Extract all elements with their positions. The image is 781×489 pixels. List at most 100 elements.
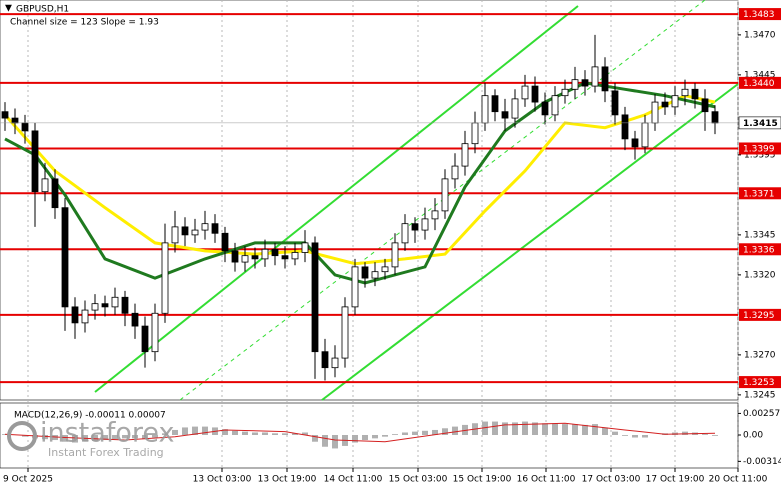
y-tick-label: 1.3345 [744,230,776,240]
chart-header: ▼ GBPUSD,H1 Channel size = 123 Slope = 1… [5,4,166,421]
x-tick-label: 9 Oct 2025 [3,475,53,485]
candle-body [1,111,9,119]
x-tick-label: 17 Oct 19:00 [646,475,705,485]
candle-body [461,143,469,167]
macd-bar [102,434,108,441]
macd-bar [152,434,158,438]
y-tick-label: 1.3395 [744,150,776,160]
candle-body [121,296,129,314]
candle-body [441,178,449,212]
candle-body [71,306,79,324]
x-tick-label: 13 Oct 19:00 [258,475,317,485]
macd-bar [92,434,98,441]
candle-body [681,88,689,97]
macd-bar [232,430,238,435]
macd-bar [122,434,128,439]
candle-body [611,90,619,116]
macd-bar [132,434,138,439]
candle-body [621,114,629,140]
macd-bar [302,432,308,435]
macd-bar [552,423,558,435]
macd-bar [282,433,288,435]
current-price-box [738,116,781,130]
level-label: 1.3440 [743,79,775,89]
candle-body [11,117,19,124]
candle-body [81,309,89,324]
candle-body [241,255,249,263]
candle-body [41,178,49,193]
x-tick-label: 20 Oct 11:00 [709,475,768,485]
candle-body [231,250,239,263]
candle-body [541,101,549,116]
y-tick-label: 0.00257 [743,409,780,419]
candle-body [341,306,349,359]
candle-body [481,95,489,124]
candle-body [211,223,219,234]
macd-bar [572,424,578,435]
level-box [739,142,781,155]
logo-icon [7,421,37,451]
candle-body [631,138,639,148]
macd-title: MACD(12,26,9) -0.00011 0.00007 [14,411,166,421]
candle-body [651,101,659,124]
candle-body [671,95,679,108]
candle-body [111,296,119,308]
candle-body [261,248,269,260]
candle-body [271,248,279,257]
macd-bar [422,430,428,435]
candle-body [491,95,499,113]
candle-body [101,303,109,308]
level-label: 1.3483 [743,10,775,20]
candle-body [581,79,589,87]
moving-average [3,94,716,266]
macd-bar [362,434,368,441]
level-box [739,243,781,256]
candle-body [31,130,39,193]
macd-bar [602,427,608,435]
candle-body [421,218,429,231]
candle-body [601,66,609,92]
macd-bar [72,434,78,443]
macd-bar [402,432,408,435]
macd-bar [22,434,28,437]
macd-bar [322,434,328,447]
macd-bar [252,432,258,435]
candle-body [571,79,579,90]
x-tick-label: 17 Oct 03:00 [582,475,641,485]
candle-body [361,266,369,279]
x-tick-label: 14 Oct 11:00 [324,475,383,485]
candle-body [431,210,439,220]
x-tick-label: 16 Oct 11:00 [517,475,576,485]
macd-bar [522,421,528,435]
level-box [739,8,781,21]
macd-bar [562,424,568,435]
candle-body [281,255,289,260]
macd-bar [482,421,488,435]
candle-body [51,178,59,209]
macd-bar [492,421,498,435]
current-price-label: 1.3415 [743,119,778,129]
macd-signal [4,422,716,443]
candle-body [291,252,299,260]
macd-bar [412,431,418,435]
macd-bar [262,432,268,435]
candle-body [311,242,319,353]
y-tick-label: -0.00314 [743,457,781,467]
candle-body [591,66,599,87]
macd-bar [142,434,148,440]
macd-bar [452,426,458,435]
macd-bar [592,424,598,435]
channel-upper [94,5,579,393]
level-box [739,76,781,89]
macd-bar [632,434,638,438]
candle-body [331,357,339,369]
macd-bar [502,422,508,435]
y-tick-label: 1.3470 [744,30,776,40]
candle-body [321,351,329,369]
macd-bar [182,427,188,435]
candle-body [711,111,719,124]
macd-bar [372,434,378,439]
channel-lower [321,83,739,401]
y-tick-label: 1.3245 [744,390,776,400]
